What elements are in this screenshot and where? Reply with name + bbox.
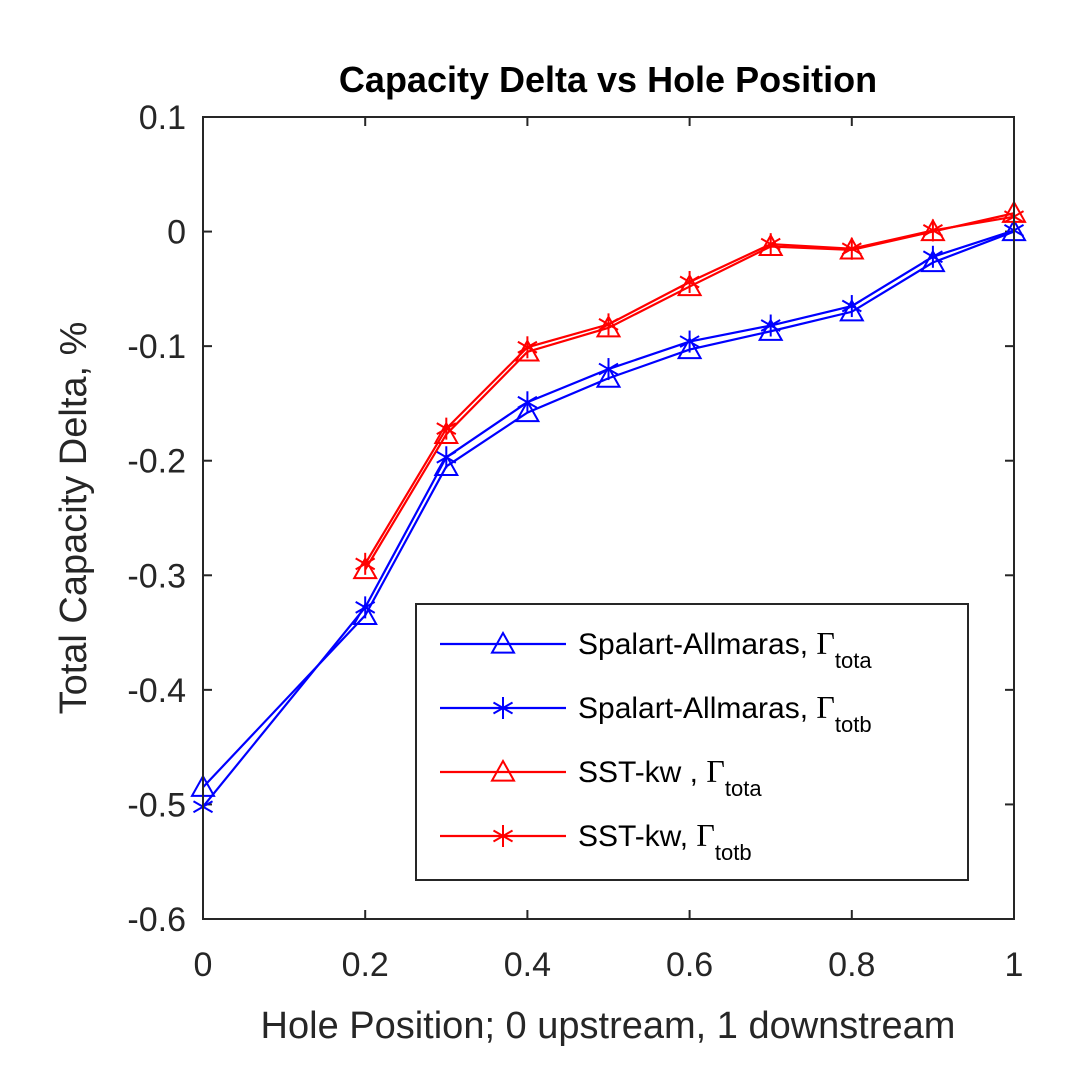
asterisk-stroke: [922, 250, 943, 264]
x-tick-label: 0.4: [504, 946, 551, 984]
y-tick-label: -0.4: [127, 672, 186, 710]
x-tick-label: 1: [1005, 946, 1024, 984]
data-point-asterisk: [760, 314, 781, 337]
series-line: [202, 230, 1015, 788]
asterisk-stroke: [517, 395, 538, 409]
data-point-asterisk: [679, 270, 700, 293]
asterisk-stroke: [679, 275, 700, 289]
data-point-asterisk: [760, 233, 781, 256]
data-point-asterisk: [517, 391, 538, 414]
series-1: [190, 218, 1027, 797]
chart-title: Capacity Delta vs Hole Position: [339, 59, 877, 100]
asterisk-stroke: [760, 237, 781, 251]
y-tick-label: -0.1: [127, 328, 186, 366]
data-point-triangle: [839, 298, 865, 322]
data-point-asterisk: [355, 596, 376, 619]
asterisk-stroke: [841, 299, 862, 313]
x-tick-label: 0.6: [666, 946, 713, 984]
data-point-triangle: [676, 336, 703, 360]
series-line: [202, 229, 1015, 808]
data-point-asterisk: [922, 245, 943, 268]
y-tick-label: -0.5: [127, 786, 186, 824]
asterisk-stroke: [492, 829, 514, 843]
data-point-triangle: [433, 421, 460, 444]
legend-marker: [490, 630, 516, 654]
legend-marker: [490, 758, 516, 782]
data-point-asterisk: [841, 237, 862, 260]
gamma-symbol: Γ: [696, 817, 715, 853]
y-tick-labels: 0.1 0 -0.1 -0.2 -0.3 -0.4 -0.5 -0.6: [127, 99, 186, 939]
asterisk-stroke: [922, 224, 943, 237]
x-tick-label: 0.2: [342, 946, 389, 984]
asterisk-stroke: [492, 701, 514, 715]
data-point-triangle: [352, 556, 378, 580]
y-tick-label: -0.3: [127, 557, 186, 595]
legend: Spalart-Allmaras, ΓtotaSpalart-Allmaras,…: [415, 603, 969, 881]
asterisk-stroke: [436, 450, 457, 464]
legend-subscript: totb: [715, 840, 752, 865]
series-4: [355, 205, 1025, 575]
data-point-triangle: [757, 318, 784, 341]
x-tick-label: 0: [194, 946, 213, 984]
gamma-symbol: Γ: [706, 753, 725, 789]
data-point-asterisk: [436, 446, 457, 469]
asterisk-stroke: [760, 319, 781, 332]
y-tick-label: 0: [167, 214, 186, 252]
y-tick-label: 0.1: [139, 99, 186, 137]
asterisk-stroke: [355, 600, 376, 614]
legend-subscript: tota: [835, 648, 872, 673]
y-tick-label: -0.2: [127, 443, 186, 481]
x-tick-labels: 0 0.2 0.4 0.6 0.8 1: [194, 946, 1024, 984]
gamma-symbol: Γ: [816, 625, 835, 661]
y-axis-label: Total Capacity Delta, %: [53, 322, 95, 715]
legend-marker: [492, 697, 514, 719]
data-point-triangle: [595, 365, 622, 388]
asterisk-stroke: [517, 340, 538, 354]
legend-subscript: totb: [835, 712, 872, 737]
gamma-symbol: Γ: [816, 689, 835, 725]
data-point-asterisk: [841, 295, 862, 318]
data-point-triangle: [514, 399, 541, 423]
plot-frame: [202, 116, 1015, 920]
asterisk-stroke: [598, 362, 619, 376]
x-axis-label: Hole Position; 0 upstream, 1 downstream: [261, 1005, 956, 1047]
data-point-asterisk: [598, 358, 619, 381]
data-point-asterisk: [922, 219, 943, 242]
data-point-asterisk: [517, 336, 538, 359]
legend-marker: [492, 825, 514, 847]
x-tick-label: 0.8: [828, 946, 875, 984]
asterisk-stroke: [355, 557, 376, 571]
data-point-asterisk: [679, 330, 700, 353]
legend-subscript: tota: [725, 776, 762, 801]
asterisk-stroke: [841, 242, 862, 256]
series-layer: [190, 200, 1027, 818]
data-point-asterisk: [355, 552, 376, 575]
asterisk-stroke: [598, 318, 619, 331]
asterisk-stroke: [679, 335, 700, 348]
data-point-asterisk: [436, 417, 457, 440]
asterisk-stroke: [436, 422, 457, 436]
y-tick-label: -0.6: [127, 901, 186, 939]
data-point-asterisk: [598, 313, 619, 336]
